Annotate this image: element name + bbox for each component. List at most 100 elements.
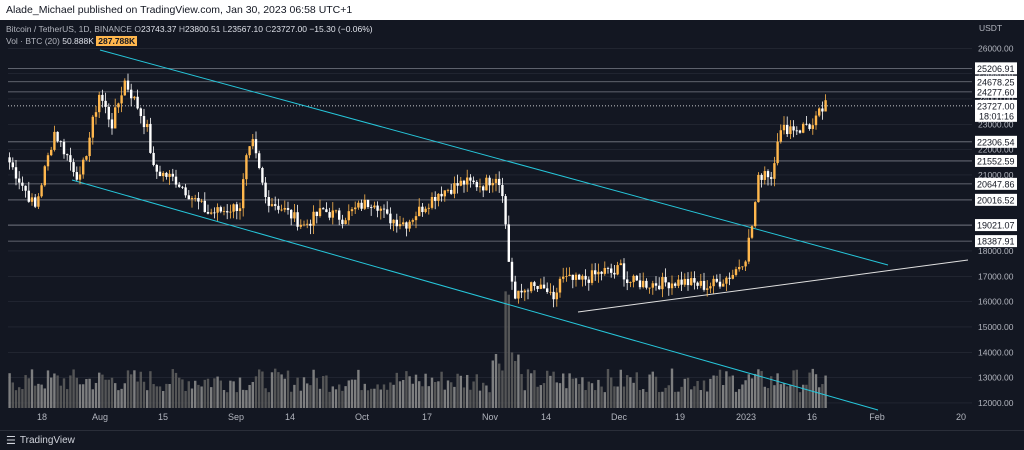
candle-body bbox=[344, 220, 347, 225]
level-label-box bbox=[975, 235, 1017, 248]
volume-bar bbox=[549, 375, 552, 408]
volume-bar bbox=[610, 377, 613, 408]
volume-bar bbox=[814, 374, 818, 408]
candle-body bbox=[293, 212, 296, 219]
volume-bar bbox=[824, 375, 827, 408]
candle-body bbox=[798, 130, 802, 133]
volume-bar bbox=[638, 389, 642, 408]
volume-ma: 50.888K bbox=[62, 36, 94, 46]
candle-body bbox=[546, 288, 549, 292]
candle-body bbox=[610, 268, 613, 273]
tradingview-brand[interactable]: ☰ TradingView bbox=[6, 434, 75, 447]
candle-body bbox=[136, 96, 139, 109]
volume-bar bbox=[414, 374, 418, 408]
volume-bar bbox=[453, 386, 456, 408]
volume-bar bbox=[354, 379, 357, 408]
candle-body bbox=[805, 123, 808, 125]
candle-body bbox=[261, 167, 264, 183]
candle-body bbox=[782, 124, 786, 131]
candle-body bbox=[475, 182, 478, 188]
candle-body bbox=[402, 222, 405, 225]
candle-body bbox=[117, 103, 120, 108]
price-chart[interactable]: 18 Aug 15 Sep 14 Oct 17 Nov 14 Dec 19 2023 16 Feb 20 2… bbox=[0, 20, 1024, 430]
level-label: 19021.07 bbox=[977, 221, 1015, 231]
candle-body bbox=[766, 171, 770, 178]
candle-body bbox=[808, 124, 811, 129]
volume-bar bbox=[190, 388, 194, 408]
candle-body bbox=[485, 177, 488, 191]
volume-bar bbox=[514, 361, 517, 408]
candle-body bbox=[571, 274, 574, 280]
volume-bar bbox=[242, 389, 245, 408]
candle-body bbox=[645, 280, 648, 288]
volume-bar bbox=[565, 388, 568, 408]
volume-bar bbox=[706, 391, 709, 408]
volume-bar bbox=[658, 392, 661, 408]
candle-body bbox=[267, 197, 270, 206]
candle-body bbox=[178, 184, 181, 187]
volume-bar bbox=[107, 379, 110, 408]
level-label: 25206.91 bbox=[977, 64, 1015, 74]
candle-body bbox=[709, 286, 712, 289]
volume-bar bbox=[94, 382, 98, 408]
candle-body bbox=[450, 189, 453, 194]
candle-body bbox=[165, 172, 168, 177]
volume-bar bbox=[667, 385, 670, 408]
volume-bar bbox=[574, 378, 578, 408]
ohlc-high: 23800.51 bbox=[184, 24, 221, 34]
candle-body bbox=[686, 278, 690, 286]
volume-bar bbox=[286, 370, 290, 408]
candle-body bbox=[331, 210, 334, 218]
candle-body bbox=[494, 178, 498, 183]
candle-body bbox=[779, 130, 782, 142]
price-tick: 15000.00 bbox=[978, 322, 1014, 332]
level-label-box bbox=[975, 177, 1017, 190]
candle-body bbox=[264, 182, 267, 198]
time-tick: 15 bbox=[158, 412, 168, 422]
candle-body bbox=[126, 80, 130, 90]
time-axis[interactable]: 18 Aug 15 Sep 14 Oct 17 Nov 14 Dec 19 2023 16 Feb 20 bbox=[37, 412, 966, 422]
candle-body bbox=[296, 212, 299, 227]
candle-body bbox=[222, 211, 226, 212]
volume-bar bbox=[75, 377, 78, 408]
volume-bar bbox=[283, 378, 286, 408]
volume-bar bbox=[802, 384, 805, 408]
volume-bar bbox=[366, 390, 370, 408]
volume-bar bbox=[34, 385, 37, 408]
candle-body bbox=[523, 290, 526, 293]
candle-body bbox=[488, 177, 491, 186]
volume-bar bbox=[699, 390, 702, 408]
volume-bar bbox=[469, 389, 472, 408]
candle-body bbox=[648, 287, 651, 289]
volume-bar bbox=[715, 375, 718, 408]
volume-bar bbox=[443, 389, 446, 408]
symbol-line: Bitcoin / TetherUS, 1D, BINANCE O23743.3… bbox=[6, 23, 373, 35]
volume-value: 287.788K bbox=[96, 36, 138, 46]
candle-body bbox=[434, 197, 437, 201]
volume-bar bbox=[782, 383, 786, 408]
volume-bar bbox=[526, 369, 530, 408]
candle-body bbox=[501, 185, 504, 197]
candle-body bbox=[40, 185, 43, 197]
ohlc-open: 23743.37 bbox=[140, 24, 177, 34]
level-label-box bbox=[975, 154, 1017, 167]
volume-bar bbox=[779, 384, 782, 408]
volume-bar bbox=[690, 389, 693, 408]
candle-body bbox=[94, 112, 98, 117]
volume-bar bbox=[254, 376, 258, 408]
candle-body bbox=[277, 205, 280, 210]
volume-bar bbox=[789, 384, 792, 408]
candle-body bbox=[574, 274, 578, 280]
time-tick: 16 bbox=[807, 412, 817, 422]
candle-body bbox=[421, 206, 424, 213]
candle-body bbox=[795, 130, 798, 132]
candle-body bbox=[498, 178, 501, 186]
volume-bar bbox=[648, 374, 651, 408]
candle-body bbox=[558, 278, 562, 293]
volume-bar bbox=[344, 386, 347, 408]
candle-body bbox=[91, 116, 94, 138]
volume-bar bbox=[274, 368, 277, 408]
candle-body bbox=[251, 139, 254, 147]
volume-bar bbox=[523, 390, 526, 408]
volume-bar bbox=[178, 377, 181, 408]
